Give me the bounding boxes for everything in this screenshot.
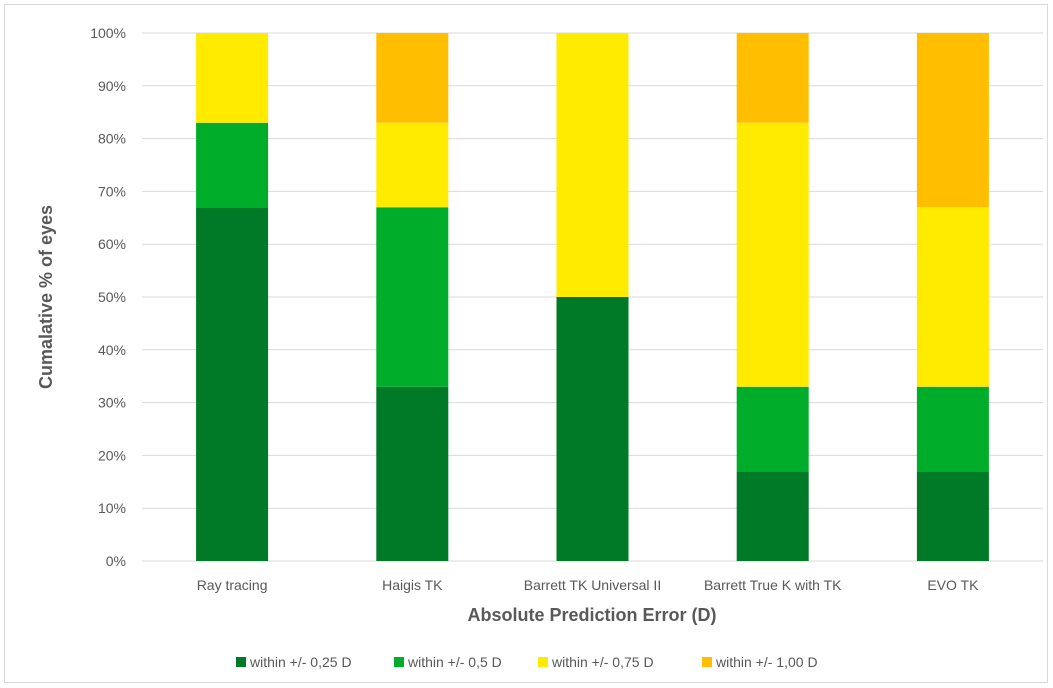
legend-item: within +/- 0,25 D — [236, 654, 352, 670]
y-tick-label: 40% — [98, 342, 126, 358]
legend-item: within +/- 0,5 D — [394, 654, 502, 670]
x-tick-label: EVO TK — [927, 577, 979, 593]
legend: within +/- 0,25 D within +/- 0,5 D within … — [236, 654, 818, 670]
legend-label: within +/- 1,00 D — [715, 654, 818, 670]
bar-segment — [196, 207, 269, 562]
y-tick-label: 90% — [98, 78, 126, 94]
legend-label: within +/- 0,5 D — [407, 654, 502, 670]
legend-swatch — [702, 657, 712, 667]
legend-item: within +/- 1,00 D — [702, 654, 818, 670]
legend-swatch — [394, 657, 404, 667]
bar-segment — [916, 471, 989, 561]
x-tick-label: Barrett True K with TK — [704, 577, 842, 593]
x-tick-label: Ray tracing — [197, 577, 268, 593]
bar-segment — [556, 33, 629, 297]
bar-segment — [736, 471, 809, 561]
y-tick-label: 30% — [98, 395, 126, 411]
bars — [196, 33, 989, 562]
bar-segment — [916, 386, 989, 472]
y-axis-title: Cumalative % of eyes — [36, 205, 56, 389]
x-tick-labels: Ray tracing Haigis TK Barrett TK Universal… — [197, 577, 979, 593]
y-tick-labels: 0% 10% 20% 30% 40% 50% 60% 70% 80% 90% 100% — [90, 25, 126, 569]
bar-segment — [556, 297, 629, 561]
bar-segment — [376, 33, 449, 123]
bar-segment — [736, 122, 809, 387]
bar-segment — [916, 33, 989, 208]
bar-segment — [376, 122, 449, 208]
legend-label: within +/- 0,75 D — [551, 654, 654, 670]
y-tick-label: 100% — [90, 25, 126, 41]
bar-segment — [736, 33, 809, 123]
legend-swatch — [538, 657, 548, 667]
y-tick-label: 10% — [98, 500, 126, 516]
y-tick-label: 20% — [98, 447, 126, 463]
y-tick-label: 80% — [98, 131, 126, 147]
bar-segment — [916, 207, 989, 387]
bar-segment — [376, 207, 449, 387]
legend-item: within +/- 0,75 D — [538, 654, 654, 670]
y-tick-label: 50% — [98, 289, 126, 305]
y-tick-label: 0% — [106, 553, 126, 569]
bar-segment — [376, 386, 449, 561]
legend-swatch — [236, 657, 246, 667]
x-tick-label: Haigis TK — [382, 577, 443, 593]
bar-segment — [736, 386, 809, 472]
chart-frame — [4, 4, 1048, 683]
y-tick-label: 60% — [98, 236, 126, 252]
bar-segment — [196, 33, 269, 123]
x-tick-label: Barrett TK Universal II — [524, 577, 661, 593]
bar-segment — [196, 122, 269, 208]
x-axis-title: Absolute Prediction Error (D) — [467, 605, 716, 625]
legend-label: within +/- 0,25 D — [249, 654, 352, 670]
y-tick-label: 70% — [98, 183, 126, 199]
